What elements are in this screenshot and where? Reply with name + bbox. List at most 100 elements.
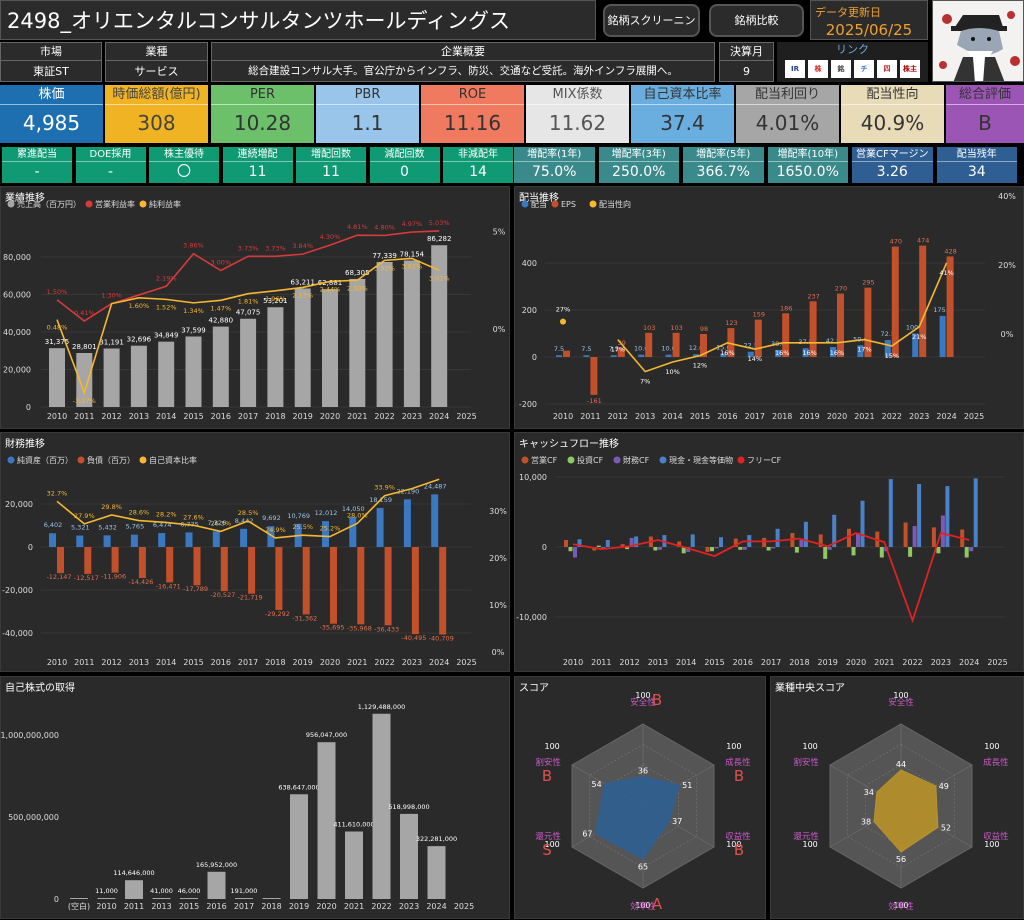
legend-item[interactable]: 営業CF — [521, 455, 558, 465]
fiscal-header: 決算月 — [720, 43, 773, 61]
radar-axis-label: 還元性 — [535, 831, 561, 842]
revenue-bar — [267, 307, 284, 407]
kpi-value: 4,985 — [22, 111, 81, 135]
stat-label: 増配率(10年) — [767, 147, 848, 162]
eps-bar — [891, 246, 899, 357]
legend-item[interactable]: 財務CF — [613, 455, 650, 465]
liab-bar — [248, 547, 256, 594]
stat-value: - — [107, 164, 114, 180]
stat-value: 〇 — [177, 164, 191, 180]
buyback-label: 46,000 — [178, 887, 201, 895]
radar-value: 54 — [592, 780, 602, 789]
cf-bar — [564, 540, 568, 547]
legend-item[interactable]: フリーCF — [737, 456, 782, 465]
legend-item[interactable]: EPS — [551, 200, 576, 209]
x-tick: 2015 — [704, 658, 724, 667]
buyback-label: 638,647,000 — [278, 783, 319, 791]
kpi-value: 11.16 — [443, 111, 502, 135]
margin-label: -3.27% — [73, 397, 96, 405]
legend-item[interactable]: 負債（百万） — [77, 455, 136, 465]
assets-label: 5,432 — [98, 523, 117, 531]
revenue-bar — [294, 288, 311, 407]
buyback-label: 165,952,000 — [196, 861, 237, 869]
industry-header: 業種 — [106, 43, 207, 61]
dividend-label: 7.5 — [609, 345, 619, 353]
radar-value: 44 — [896, 760, 906, 769]
dividend-label: 42.5 — [826, 337, 840, 345]
link-icon-1[interactable]: 株 — [808, 60, 828, 78]
summary-cell: 企業概要 総合建設コンサル大手。官公庁からインフラ、防災、交通など受託。海外インフ… — [211, 42, 715, 82]
x-tick: 2019 — [799, 412, 819, 421]
x-tick: 2011 — [124, 902, 144, 911]
legend-item[interactable]: 配当 — [521, 199, 548, 209]
stat-label: 配当残年 — [936, 147, 1017, 162]
x-tick: 2015 — [179, 902, 199, 911]
margin-label: 1.30% — [101, 292, 122, 300]
kpi-label: 自己資本比率 — [631, 85, 734, 105]
svg-text:自己資本比率: 自己資本比率 — [149, 455, 197, 465]
kpi-label: 総合評価 — [946, 85, 1024, 105]
buyback-bar — [235, 898, 253, 899]
link-icon-5[interactable]: 株主優待 — [900, 60, 920, 78]
svg-text:411,610,000: 411,610,000 — [333, 820, 374, 828]
x-tick: 2025 — [454, 902, 474, 911]
revenue-bar — [376, 261, 393, 407]
margin-label: 3.73% — [238, 244, 259, 252]
eps-bar — [590, 357, 598, 395]
radar-value: 37 — [672, 817, 682, 826]
assets-label: 9,692 — [262, 514, 281, 522]
eps-label: 470 — [890, 238, 902, 246]
dividend-label: 12.0 — [689, 344, 703, 352]
liab-bar — [439, 547, 447, 635]
legend-item[interactable]: 営業利益率 — [85, 199, 136, 209]
update-date: 2025/06/25 — [825, 21, 913, 39]
y-tick: 1,000,000,000 — [1, 731, 59, 740]
revenue-bar — [185, 336, 202, 407]
link-icon-2[interactable]: 銘 — [831, 60, 851, 78]
dividend-bar — [939, 315, 946, 357]
kpi-5: MIX係数 11.62 — [526, 85, 629, 143]
buyback-label: 518,998,000 — [388, 803, 429, 811]
legend-item[interactable]: 自己資本比率 — [139, 455, 198, 465]
link-icon-0[interactable]: IR — [785, 60, 805, 78]
x-tick: 2021 — [347, 412, 367, 421]
buyback-bar — [207, 871, 226, 899]
x-tick: 2016 — [717, 412, 737, 421]
legend-item[interactable]: 現金・現金等価物 — [659, 455, 734, 465]
legend-item[interactable]: 純利益率 — [139, 199, 182, 209]
x-tick: 2024 — [429, 412, 449, 421]
legend-item[interactable]: 配当性向 — [589, 199, 632, 209]
screening-button[interactable]: 銘柄スクリーニング — [603, 4, 700, 56]
cf-bar — [973, 478, 978, 547]
x-tick: 2014 — [676, 658, 696, 667]
payout-label: 16% — [802, 349, 816, 357]
eps-label: 123 — [725, 319, 737, 327]
liab-bar — [411, 547, 419, 635]
dividend-label: 175.0 — [933, 306, 952, 314]
revenue-bar — [212, 326, 229, 407]
cf-bar — [742, 547, 747, 550]
cf-bar — [936, 547, 941, 554]
dividend-bar — [884, 339, 891, 357]
x-tick: 2020 — [320, 658, 340, 667]
legend-item[interactable]: 売上高（百万円） — [7, 199, 82, 209]
legend-item[interactable]: 投資CF — [567, 455, 604, 465]
kpi-label: PBR — [316, 85, 419, 105]
link-icon-4[interactable]: 四 — [877, 60, 897, 78]
svg-text:165,952,000: 165,952,000 — [196, 861, 237, 869]
cf-bar — [625, 547, 630, 550]
cf-bar — [657, 547, 662, 550]
buyback-bar — [317, 742, 336, 899]
kpi-value: 40.9% — [860, 111, 925, 135]
compare-button[interactable]: 銘柄比較 — [709, 4, 804, 37]
x-tick: 2023 — [402, 658, 422, 667]
link-icon-3[interactable]: チ — [854, 60, 874, 78]
equity-ratio-label: 29.8% — [101, 503, 122, 511]
x-tick: 2025 — [456, 658, 476, 667]
svg-text:191,000: 191,000 — [231, 887, 258, 895]
eps-label: 103 — [643, 324, 655, 332]
payout-line — [617, 262, 948, 373]
score-panel: スコア 36 100 安全性 B 51 100 成長性 B 37 100 収益性 B 65 100 効率性 A 6… — [514, 676, 766, 919]
liab-label: -35,695 — [319, 624, 344, 632]
legend-item[interactable]: 純資産（百万） — [7, 455, 74, 465]
